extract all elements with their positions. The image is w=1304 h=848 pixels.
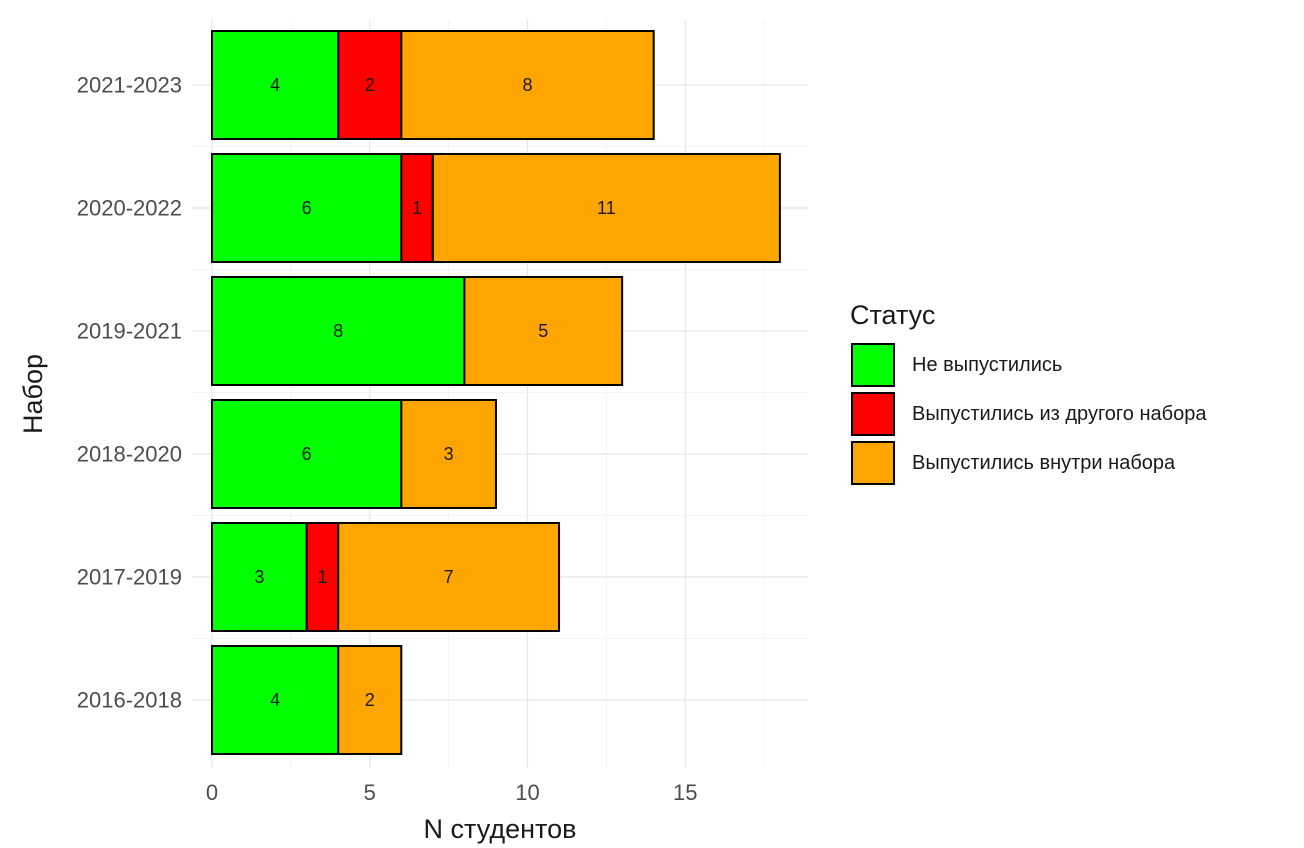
bar-value-label: 3 [254, 567, 264, 587]
legend-label: Выпустились внутри набора [912, 452, 1176, 474]
legend-key [852, 344, 894, 386]
y-tick-label: 2018-2020 [77, 442, 182, 467]
bar-value-label: 4 [270, 75, 280, 95]
bar-value-label: 6 [302, 198, 312, 218]
legend: Статус Не выпустились Выпустились из друг… [850, 300, 1207, 484]
bar-value-label: 6 [302, 444, 312, 464]
bar-value-label: 8 [333, 321, 343, 341]
bar-value-label: 3 [444, 444, 454, 464]
y-tick-label: 2019-2021 [77, 319, 182, 344]
y-axis-title: Набор [18, 354, 48, 434]
legend-label: Выпустились из другого набора [912, 403, 1207, 425]
legend-label: Не выпустились [912, 354, 1062, 376]
y-axis-ticks: 2021-2023 2020-2022 2019-2021 2018-2020 2017… [77, 73, 182, 713]
x-tick-label: 5 [364, 780, 376, 805]
legend-items: Не выпустились Выпустились из другого наб… [852, 344, 1207, 484]
bar-value-label: 2 [365, 690, 375, 710]
legend-key [852, 442, 894, 484]
bar-value-label: 2 [365, 75, 375, 95]
y-tick-label: 2021-2023 [77, 73, 182, 98]
x-tick-label: 15 [673, 780, 697, 805]
bar-value-label: 4 [270, 690, 280, 710]
bar-value-label: 5 [538, 321, 548, 341]
bar-value-label: 11 [597, 198, 616, 218]
bar-value-label: 7 [444, 567, 454, 587]
x-axis-ticks: 0 5 10 15 [206, 780, 698, 805]
x-tick-label: 10 [515, 780, 539, 805]
legend-title: Статус [850, 300, 935, 330]
y-tick-label: 2017-2019 [77, 565, 182, 590]
bar-value-label: 1 [412, 198, 422, 218]
x-tick-label: 0 [206, 780, 218, 805]
legend-key [852, 393, 894, 435]
bar-value-label: 1 [317, 567, 327, 587]
x-axis-title: N студентов [424, 814, 577, 844]
y-tick-label: 2016-2018 [77, 688, 182, 713]
bar-value-label: 8 [522, 75, 532, 95]
y-tick-label: 2020-2022 [77, 196, 182, 221]
